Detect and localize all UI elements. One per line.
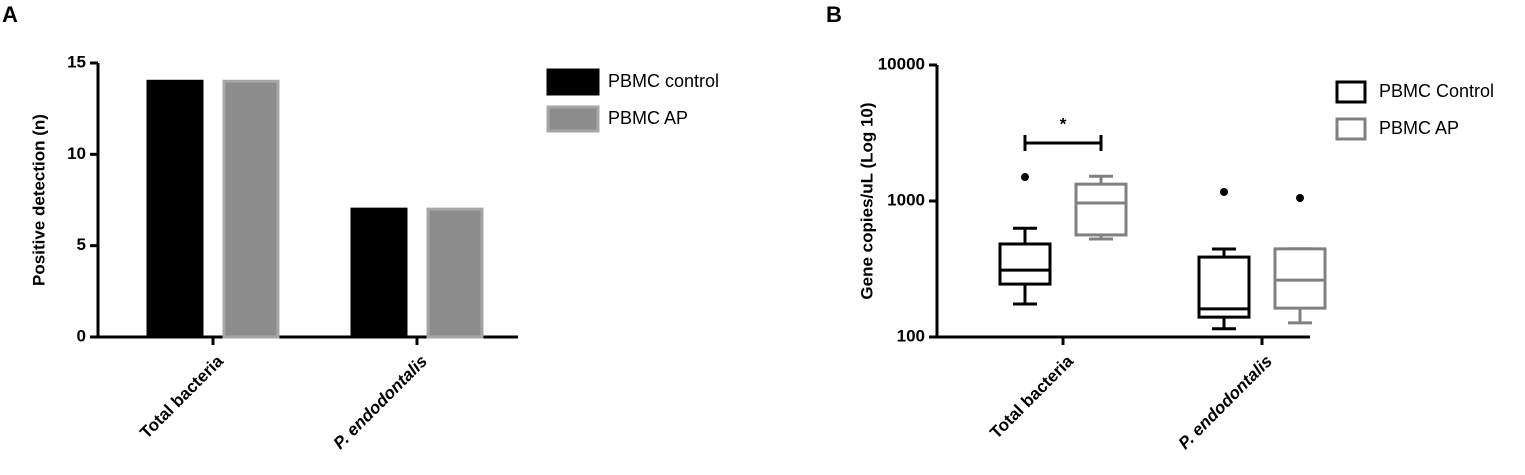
y-tick-label: 15 (67, 52, 86, 71)
outlier (1220, 187, 1228, 196)
bar (426, 207, 484, 339)
x-tick-label: P. endodontalis (330, 352, 431, 453)
legend-text: PBMC control (608, 71, 719, 91)
y-tick-label: 10000 (878, 54, 925, 73)
legend-text: PBMC AP (1379, 118, 1459, 138)
x-tick-label: Total bacteria (136, 351, 227, 442)
legend-swatch (1335, 117, 1367, 141)
y-tick-label: 100 (897, 326, 925, 345)
bar (350, 207, 408, 339)
y-tick-label: 1000 (887, 190, 925, 209)
bar (222, 79, 280, 339)
x-tick-label: Total bacteria (986, 351, 1077, 442)
x-tick-label: P. endodontalis (1175, 352, 1276, 453)
y-axis-label: Positive detection (n) (29, 114, 48, 286)
y-axis-label: Gene copies/uL (Log 10) (857, 102, 876, 299)
y-tick-label: 5 (77, 235, 86, 254)
outlier (1021, 173, 1029, 182)
y-tick-label: 10 (67, 144, 86, 163)
box (1197, 255, 1251, 319)
panel-label: A (2, 2, 18, 27)
panel-label: B (826, 2, 842, 27)
box (1273, 247, 1327, 310)
outlier (1296, 194, 1304, 203)
legend-swatch (546, 68, 600, 96)
legend-text: PBMC Control (1379, 81, 1494, 101)
legend-swatch (546, 105, 600, 133)
y-tick-label: 0 (77, 326, 86, 345)
box (998, 242, 1052, 286)
bar (146, 79, 204, 339)
box (1074, 182, 1128, 237)
legend-swatch (1335, 80, 1367, 104)
legend-text: PBMC AP (608, 108, 688, 128)
significance-label: * (1060, 114, 1067, 133)
